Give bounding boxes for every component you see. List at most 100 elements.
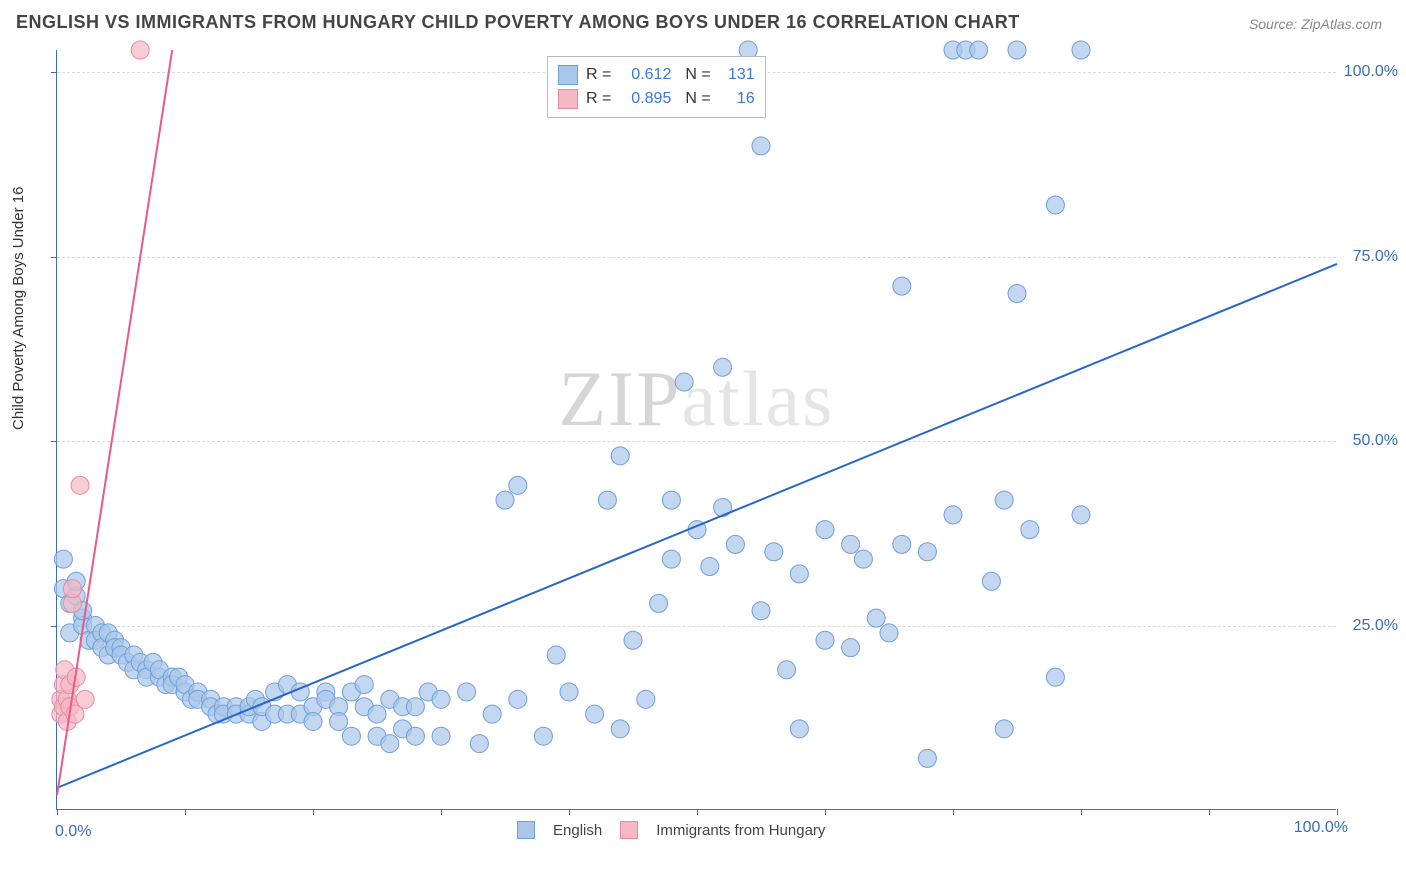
scatter-point — [778, 661, 796, 679]
y-tick-label: 25.0% — [1353, 617, 1398, 635]
legend-n-value: 16 — [719, 87, 755, 111]
scatter-point — [918, 749, 936, 767]
scatter-point — [944, 506, 962, 524]
scatter-point — [867, 609, 885, 627]
scatter-point — [381, 735, 399, 753]
x-tick — [1337, 809, 1338, 815]
scatter-point — [1072, 506, 1090, 524]
scatter-point — [701, 558, 719, 576]
scatter-point — [509, 690, 527, 708]
axis-origin-label: 0.0% — [55, 823, 91, 841]
scatter-point — [995, 491, 1013, 509]
scatter-point — [406, 727, 424, 745]
scatter-point — [304, 712, 322, 730]
legend-series-label: Immigrants from Hungary — [656, 822, 825, 839]
y-tick-label: 100.0% — [1344, 63, 1398, 81]
scatter-point — [470, 735, 488, 753]
scatter-point — [995, 720, 1013, 738]
scatter-point — [598, 491, 616, 509]
scatter-point — [330, 712, 348, 730]
scatter-point — [714, 358, 732, 376]
scatter-point — [893, 535, 911, 553]
y-axis-label: Child Poverty Among Boys Under 16 — [10, 187, 27, 430]
scatter-point — [509, 476, 527, 494]
legend-swatch — [558, 89, 578, 109]
legend-series-label: English — [553, 822, 602, 839]
scatter-point — [1046, 196, 1064, 214]
y-tick-label: 50.0% — [1353, 432, 1398, 450]
scatter-point — [765, 543, 783, 561]
scatter-point — [458, 683, 476, 701]
scatter-point — [816, 521, 834, 539]
x-tick — [1081, 809, 1082, 815]
x-tick — [953, 809, 954, 815]
scatter-point — [1008, 284, 1026, 302]
x-max-label: 100.0% — [1294, 819, 1348, 837]
scatter-point — [893, 277, 911, 295]
chart-title: ENGLISH VS IMMIGRANTS FROM HUNGARY CHILD… — [16, 12, 1020, 33]
scatter-point — [726, 535, 744, 553]
scatter-point — [790, 720, 808, 738]
legend-n-value: 131 — [719, 63, 755, 87]
scatter-point — [611, 447, 629, 465]
scatter-point — [982, 572, 1000, 590]
scatter-svg — [57, 50, 1336, 809]
source-label: Source: ZipAtlas.com — [1249, 16, 1382, 32]
scatter-point — [842, 639, 860, 657]
scatter-point — [650, 594, 668, 612]
x-tick — [825, 809, 826, 815]
scatter-point — [560, 683, 578, 701]
legend-r-value: 0.895 — [619, 87, 671, 111]
legend-row: R =0.895N =16 — [558, 87, 755, 111]
x-tick — [185, 809, 186, 815]
scatter-point — [131, 41, 149, 59]
x-tick — [57, 809, 58, 815]
scatter-point — [1021, 521, 1039, 539]
plot-area: ZIPatlas 25.0%50.0%75.0%100.0% R =0.612N… — [56, 50, 1336, 810]
scatter-point — [624, 631, 642, 649]
scatter-point — [842, 535, 860, 553]
trend-line — [57, 264, 1337, 788]
scatter-point — [483, 705, 501, 723]
scatter-point — [752, 602, 770, 620]
legend-correlation-box: R = 0.612 N = 131R = 0.895 N = 16 — [547, 56, 766, 118]
scatter-point — [1008, 41, 1026, 59]
x-tick — [441, 809, 442, 815]
scatter-point — [355, 676, 373, 694]
scatter-point — [880, 624, 898, 642]
legend-swatch — [558, 65, 578, 85]
scatter-point — [970, 41, 988, 59]
correlation-chart: ENGLISH VS IMMIGRANTS FROM HUNGARY CHILD… — [0, 0, 1406, 892]
scatter-point — [76, 690, 94, 708]
scatter-point — [752, 137, 770, 155]
scatter-point — [54, 550, 72, 568]
legend-r-label: R = — [586, 87, 611, 111]
scatter-point — [71, 476, 89, 494]
scatter-point — [406, 698, 424, 716]
scatter-point — [432, 690, 450, 708]
scatter-point — [918, 543, 936, 561]
scatter-point — [342, 727, 360, 745]
scatter-point — [496, 491, 514, 509]
scatter-point — [816, 631, 834, 649]
scatter-point — [854, 550, 872, 568]
y-tick-label: 75.0% — [1353, 248, 1398, 266]
legend-series: English Immigrants from Hungary — [517, 821, 825, 839]
x-tick — [569, 809, 570, 815]
scatter-point — [1046, 668, 1064, 686]
scatter-point — [534, 727, 552, 745]
legend-r-label: R = — [586, 63, 611, 87]
x-tick — [1209, 809, 1210, 815]
scatter-point — [1072, 41, 1090, 59]
scatter-point — [637, 690, 655, 708]
legend-swatch — [517, 821, 535, 839]
scatter-point — [432, 727, 450, 745]
legend-row: R = 0.612 N = 131 — [558, 63, 755, 87]
scatter-point — [368, 705, 386, 723]
scatter-point — [586, 705, 604, 723]
legend-r-value: 0.612 — [619, 63, 671, 87]
scatter-point — [547, 646, 565, 664]
scatter-point — [662, 491, 680, 509]
x-tick — [697, 809, 698, 815]
legend-n-label: N = — [685, 63, 710, 87]
